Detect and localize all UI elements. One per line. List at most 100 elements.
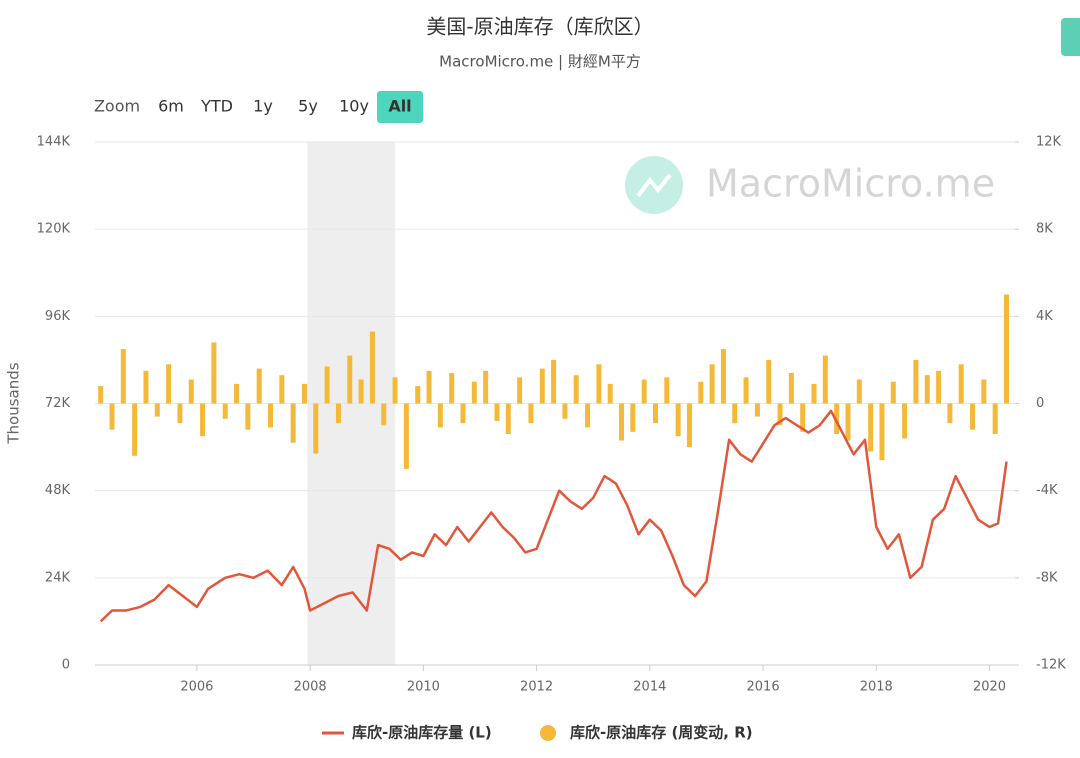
x-tick-label: 2012: [520, 680, 553, 695]
bar: [200, 403, 206, 437]
bar: [913, 359, 919, 404]
y-tick-label: 72K: [45, 396, 71, 411]
line: [99, 409, 1008, 623]
bar: [505, 403, 511, 435]
bar: [732, 403, 738, 424]
bar: [902, 403, 908, 439]
bar: [664, 377, 670, 404]
bar: [834, 403, 840, 435]
legend-label[interactable]: 库欣-原油库存 (周变动, R): [570, 724, 753, 742]
bar: [856, 379, 862, 404]
bar: [437, 403, 443, 428]
bar: [335, 403, 341, 424]
bar: [222, 403, 228, 419]
bar: [132, 403, 138, 456]
watermark-logo-line: [636, 173, 672, 198]
bar: [947, 403, 953, 424]
bar: [607, 383, 613, 404]
x-tick-label: 2006: [180, 680, 213, 695]
bar: [245, 403, 251, 430]
bar: [460, 403, 466, 424]
bar: [279, 375, 285, 404]
zoom-button[interactable]: YTD: [200, 97, 233, 116]
bar: [154, 403, 160, 417]
bar: [268, 403, 274, 428]
zoom-button[interactable]: 1y: [253, 97, 273, 116]
y-tick-label: 120K: [37, 222, 71, 237]
legend-label[interactable]: 库欣-原油库存量 (L): [352, 724, 492, 742]
export-button[interactable]: [1061, 18, 1080, 56]
bar: [890, 381, 896, 404]
bar: [992, 403, 998, 435]
bar: [143, 370, 149, 404]
y-axis-label: Thousands: [5, 362, 23, 444]
bar: [539, 368, 545, 404]
y-tick-label: 0: [62, 658, 70, 673]
watermark-logo: [625, 156, 683, 214]
bar: [630, 403, 636, 432]
x-tick-label: 2016: [747, 680, 780, 695]
bar: [301, 383, 307, 404]
bar: [720, 349, 726, 404]
bar: [392, 377, 398, 404]
y2-tick-label: -4K: [1036, 483, 1058, 498]
bar: [188, 379, 194, 404]
zoom-label: Zoom: [94, 97, 140, 116]
bar: [517, 377, 523, 404]
bar: [562, 403, 568, 419]
bar: [743, 377, 749, 404]
zoom-button[interactable]: 5y: [298, 97, 318, 116]
legend-symbol: [540, 725, 556, 741]
bar: [619, 403, 625, 441]
bar: [109, 403, 115, 430]
bar: [596, 364, 602, 404]
bar: [426, 370, 432, 404]
bar: [313, 403, 319, 454]
y-tick-label: 48K: [45, 483, 71, 498]
bar: [777, 403, 783, 426]
bar: [641, 379, 647, 404]
y2-tick-label: -12K: [1036, 658, 1066, 673]
bar: [403, 403, 409, 469]
bar: [1004, 294, 1010, 404]
zoom-button[interactable]: All: [388, 97, 411, 116]
bar: [166, 364, 172, 404]
bar: [573, 375, 579, 404]
bar: [709, 364, 715, 404]
zoom-button[interactable]: 10y: [339, 97, 369, 116]
bar: [800, 403, 806, 432]
chart-subtitle: MacroMicro.me | 財經M平方: [439, 53, 641, 71]
y2-tick-label: 8K: [1036, 222, 1053, 237]
bar: [845, 403, 851, 441]
bar: [347, 355, 353, 404]
bar: [936, 370, 942, 404]
bar: [234, 383, 240, 404]
x-tick-label: 2020: [973, 680, 1006, 695]
x-tick-label: 2008: [294, 680, 327, 695]
bar: [970, 403, 976, 430]
bar: [483, 370, 489, 404]
bar: [256, 368, 262, 404]
y2-tick-label: -8K: [1036, 570, 1058, 585]
bar: [868, 403, 874, 452]
bar: [585, 403, 591, 428]
bar: [811, 383, 817, 404]
bar: [675, 403, 681, 437]
bar: [177, 403, 183, 424]
bar: [981, 379, 987, 404]
x-tick-label: 2018: [860, 680, 893, 695]
bar: [698, 381, 704, 404]
zoom-button-active: [377, 91, 423, 123]
bar: [754, 403, 760, 417]
y2-tick-label: 0: [1036, 396, 1044, 411]
bar: [686, 403, 692, 448]
watermark: MacroMicro.me: [625, 156, 995, 214]
zoom-button[interactable]: 6m: [158, 97, 184, 116]
y-tick-label: 96K: [45, 309, 71, 324]
bar: [652, 403, 658, 424]
bar: [551, 359, 557, 404]
bar: [98, 386, 104, 404]
bar: [369, 331, 375, 404]
bar: [358, 379, 364, 404]
bar: [449, 372, 455, 404]
